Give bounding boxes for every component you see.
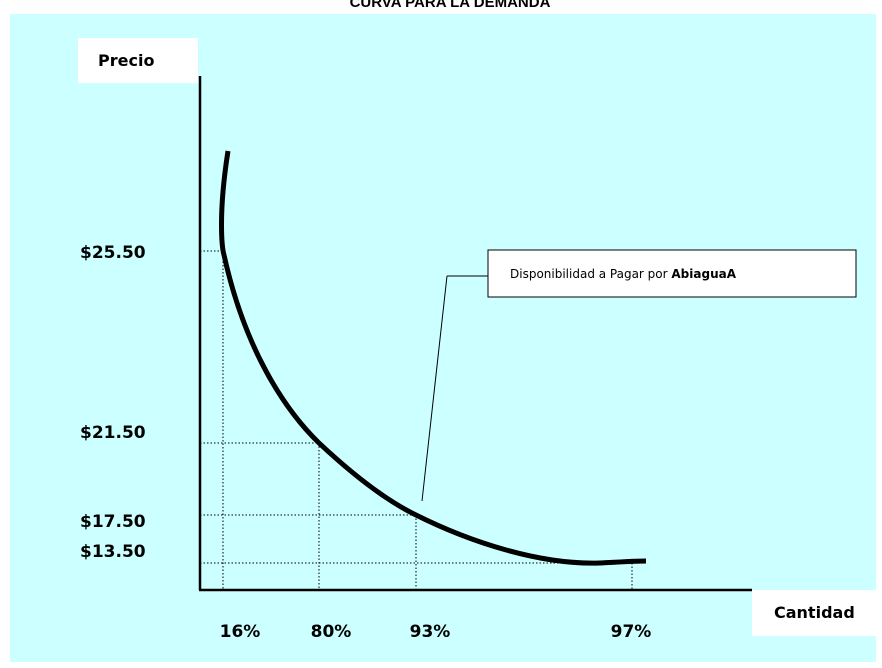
y-axis-label: Precio	[98, 51, 154, 70]
chart-title: CURVA PARA LA DEMANDA	[350, 0, 551, 11]
callout-text-bold: AbiaguaA	[671, 267, 736, 281]
callout-text-prefix: Disponibilidad a Pagar por	[510, 267, 671, 281]
y-tick-labels: $25.50 $21.50 $17.50 $13.50	[80, 243, 146, 562]
x-axis-label: Cantidad	[774, 603, 855, 622]
callout-box	[487, 249, 857, 298]
x-axis-label-box	[752, 590, 876, 636]
y-tick-label: $21.50	[80, 423, 146, 443]
x-tick-label: 16%	[220, 622, 261, 642]
x-tick-label: 80%	[311, 622, 352, 642]
demand-curve-series	[219, 150, 647, 566]
y-tick-label: $17.50	[80, 512, 146, 532]
y-tick-label: $25.50	[80, 243, 146, 263]
x-tick-label: 97%	[611, 622, 652, 642]
x-tick-labels: 16% 80% 93% 97%	[220, 622, 652, 642]
x-tick-label: 93%	[410, 622, 451, 642]
guide-lines	[200, 250, 633, 590]
callout-text: Disponibilidad a Pagar por AbiaguaA	[510, 267, 737, 281]
callout-leader-diagonal	[421, 275, 448, 502]
plot-background	[10, 14, 876, 662]
y-axis-label-box	[78, 38, 198, 83]
y-tick-label: $13.50	[80, 542, 146, 562]
